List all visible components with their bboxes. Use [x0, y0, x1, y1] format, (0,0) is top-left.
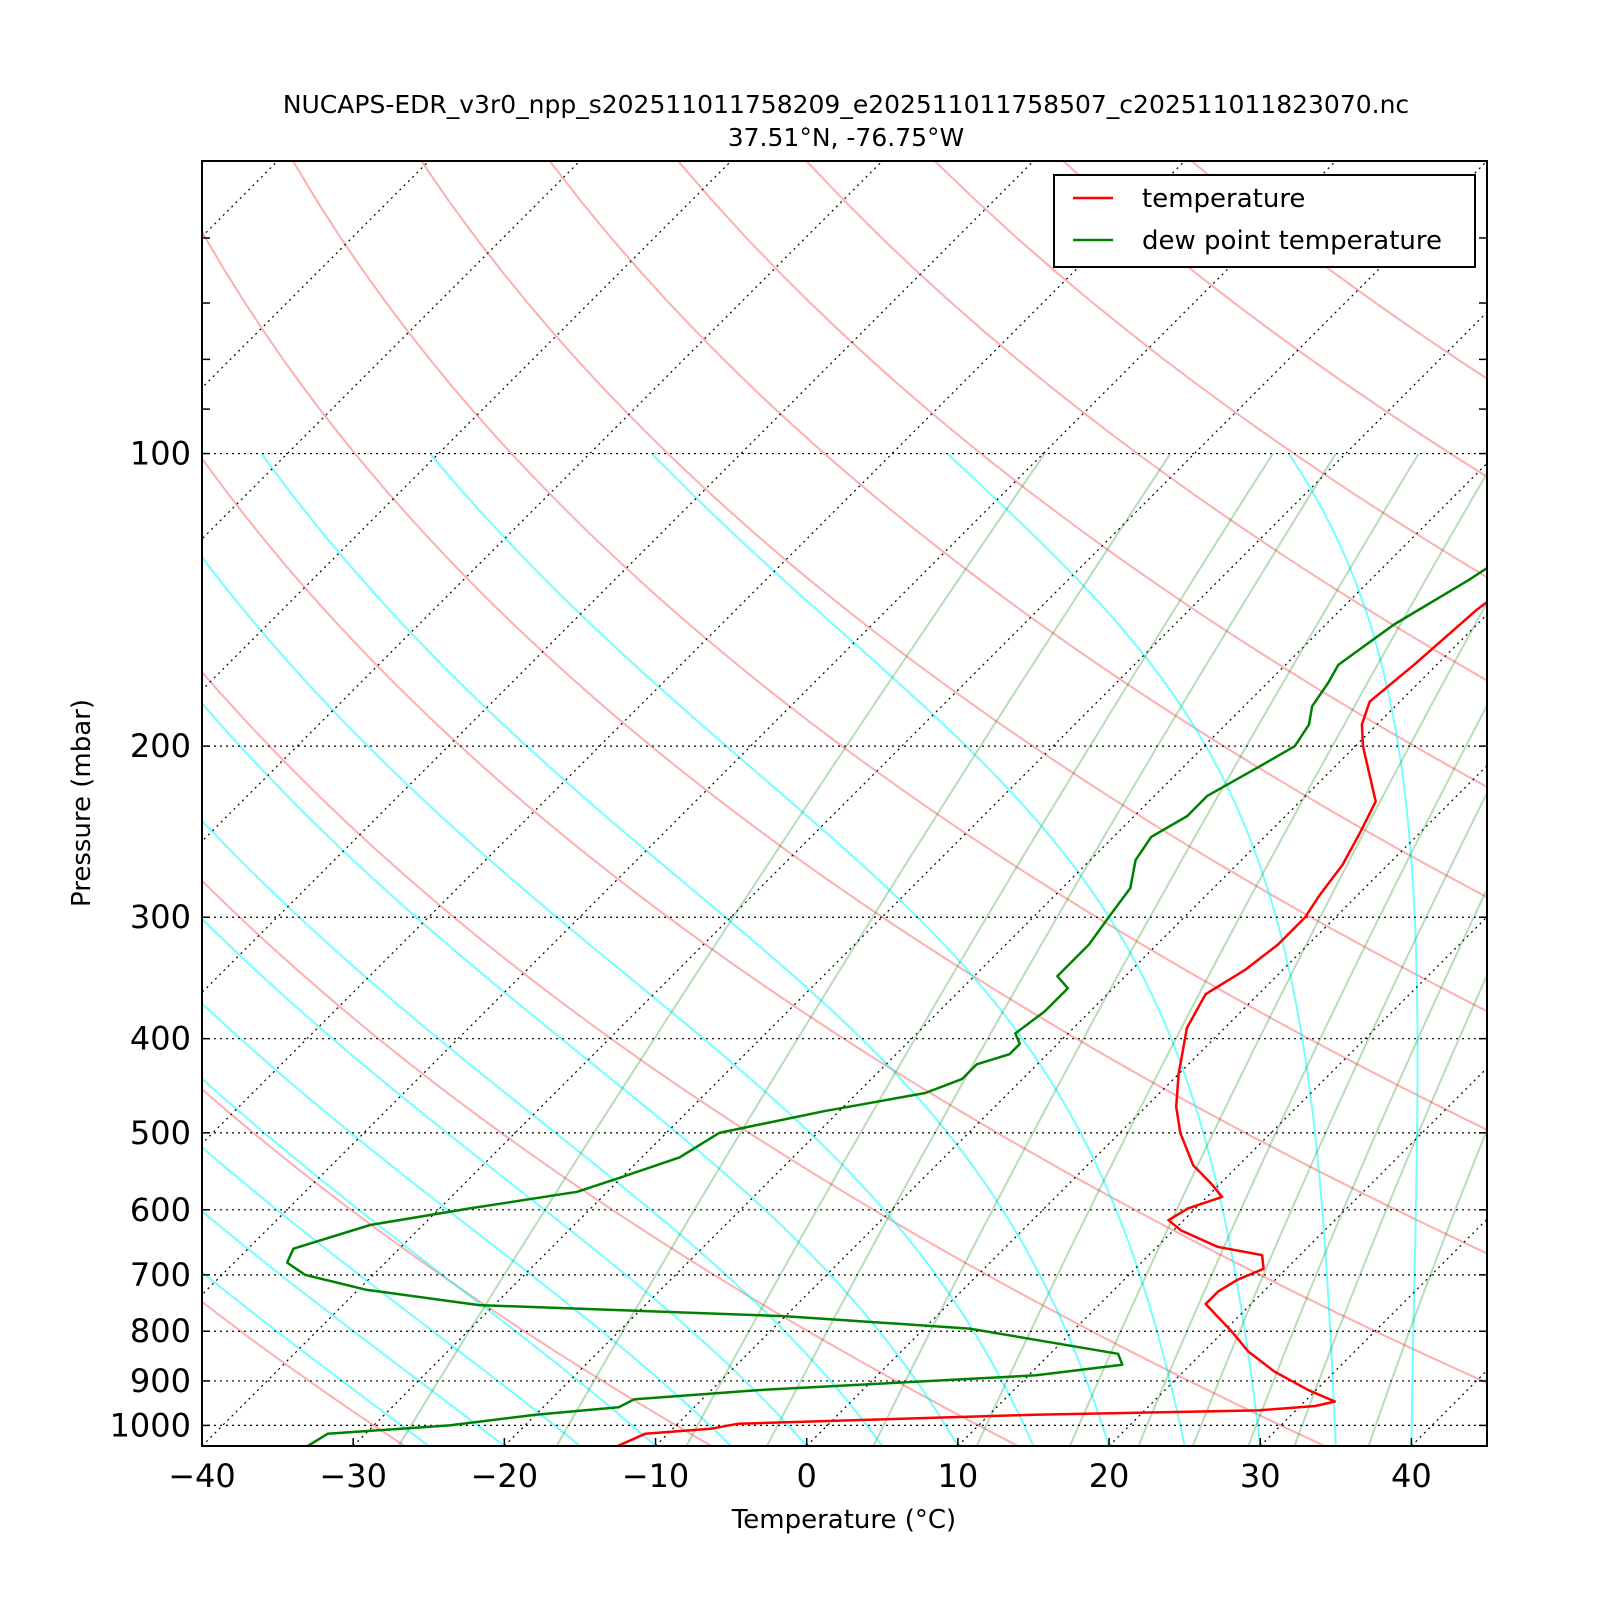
- y-tick-label: 600: [130, 1191, 191, 1229]
- background-lines: [202, 161, 1487, 1446]
- x-tick-label: 40: [1391, 1457, 1432, 1495]
- mixing-ratio-line: [555, 453, 1172, 1446]
- x-tick-label: 20: [1089, 1457, 1130, 1495]
- data-series: [285, 566, 1487, 1446]
- mixing-ratio-line: [1068, 600, 1487, 1446]
- x-tick-label: −10: [622, 1457, 690, 1495]
- isotherm-gridline: [1259, 1218, 1487, 1446]
- y-tick-label: 800: [130, 1312, 191, 1350]
- y-tick-label: 1000: [110, 1406, 191, 1444]
- y-tick-label: 300: [130, 898, 191, 936]
- legend: temperature dew point temperature: [1053, 174, 1476, 268]
- moist-adiabat: [429, 452, 1186, 1446]
- x-tick-label: 0: [797, 1457, 817, 1495]
- y-axis-label: Pressure (mbar): [67, 699, 97, 907]
- y-tick-label: 100: [130, 435, 191, 473]
- axis-ticks: −40 −30 −20 −10 0 10 20 30 40 100 200 300 400 500 600 7…: [110, 160, 1488, 1495]
- moist-adiabat: [202, 1077, 657, 1446]
- legend-label-temperature: temperature: [1142, 184, 1305, 214]
- isotherm-gridline: [202, 161, 883, 843]
- dry-adiabat: [420, 161, 1487, 1013]
- moist-adiabat: [1486, 1429, 1487, 1446]
- x-tick-label: −30: [319, 1457, 387, 1495]
- isotherm-gridline: [1410, 1369, 1487, 1446]
- legend-label-dew-point: dew point temperature: [1142, 226, 1442, 256]
- mixing-ratio-line: [1137, 703, 1487, 1446]
- mixing-ratio-line: [397, 453, 1046, 1446]
- mixing-ratio-line: [872, 453, 1420, 1446]
- y-tick-label: 400: [130, 1020, 191, 1058]
- y-tick-label: 500: [130, 1114, 191, 1152]
- dry-adiabat: [548, 161, 1487, 899]
- isotherm-gridline: [202, 161, 279, 238]
- plot-frame: [201, 160, 1488, 1447]
- isotherm-gridline: [1108, 1067, 1487, 1446]
- chart-title: NUCAPS-EDR_v3r0_npp_s202511011758209_e20…: [283, 90, 1409, 119]
- grid-lines: [202, 161, 1487, 1446]
- dry-adiabat: [202, 670, 1326, 1446]
- isotherm-gridline: [202, 161, 732, 691]
- moist-adiabat: [202, 701, 959, 1446]
- dry-adiabat: [202, 456, 1487, 1385]
- dry-adiabat: [202, 1300, 406, 1446]
- isotherm-gridline: [352, 311, 1487, 1446]
- moist-adiabat: [260, 453, 1111, 1446]
- dry-adiabat: [677, 161, 1487, 789]
- x-tick-label: 30: [1240, 1457, 1281, 1495]
- mixing-ratio-line: [975, 471, 1487, 1446]
- moist-adiabat: [202, 1145, 581, 1446]
- dry-adiabat: [202, 1088, 712, 1446]
- moist-adiabat: [202, 1002, 732, 1446]
- y-tick-label: 900: [130, 1362, 191, 1400]
- moist-adiabat: [946, 452, 1337, 1446]
- mixing-ratio-line: [766, 453, 1337, 1446]
- moist-adiabat: [202, 1209, 506, 1446]
- dry-adiabat: [934, 161, 1487, 579]
- dry-adiabat: [1062, 161, 1487, 478]
- x-tick-label: 10: [938, 1457, 979, 1495]
- temperature-line: [617, 600, 1487, 1446]
- y-tick-label: 700: [130, 1256, 191, 1294]
- legend-box: [1053, 174, 1476, 268]
- x-axis-label: Temperature (°C): [731, 1505, 956, 1535]
- isotherm-gridline: [202, 161, 430, 389]
- isotherm-gridline: [202, 161, 1337, 1296]
- isotherm-gridline: [655, 613, 1487, 1446]
- moist-adiabat: [202, 555, 1035, 1446]
- chart-subtitle: 37.51°N, -76.75°W: [728, 123, 964, 152]
- mixing-ratio-line: [1367, 1127, 1487, 1446]
- mixing-ratio-line: [1247, 886, 1487, 1446]
- mixing-ratio-line: [1293, 972, 1487, 1446]
- dry-adiabat: [202, 879, 1019, 1446]
- x-tick-label: −20: [471, 1457, 539, 1495]
- dewpoint-line: [285, 566, 1487, 1446]
- dry-adiabat: [292, 161, 1487, 1131]
- isotherm-gridline: [202, 161, 1487, 1446]
- moist-adiabat: [1287, 453, 1419, 1446]
- moist-adiabat: [202, 1270, 430, 1446]
- moist-adiabat: [202, 917, 808, 1446]
- mixing-ratio-line: [1191, 790, 1487, 1446]
- dry-adiabat: [202, 229, 1487, 1255]
- y-tick-label: 200: [130, 727, 191, 765]
- moist-adiabat: [202, 819, 884, 1446]
- x-tick-label: −40: [168, 1457, 236, 1495]
